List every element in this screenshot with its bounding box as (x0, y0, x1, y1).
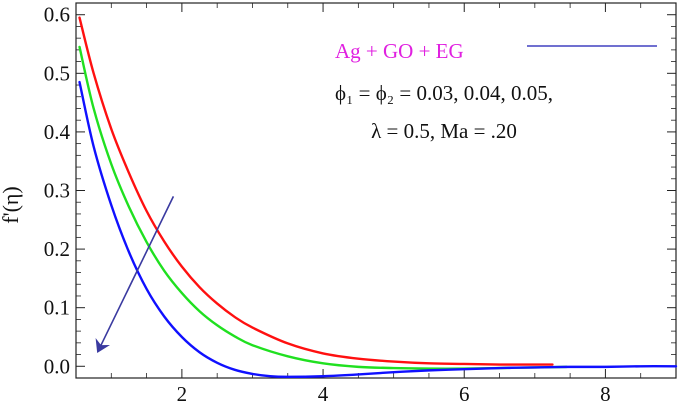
trend-arrow (95, 196, 175, 354)
y-tick-label: 0.4 (44, 120, 71, 144)
ticks-layer: 0.0 0.1 0.2 0.3 0.4 0.5 0.6 2 4 6 8 (44, 3, 676, 406)
arrow-layer (95, 196, 175, 354)
y-tick-label: 0.5 (44, 61, 70, 85)
x-tick-label: 2 (177, 382, 188, 406)
y-tick-label: 0.2 (44, 237, 70, 261)
x-tick-label: 4 (318, 382, 329, 406)
x-tick-label: 6 (459, 382, 470, 406)
annotation-line-2: λ = 0.5, Ma = .20 (371, 119, 517, 143)
series-layer (78, 16, 678, 379)
y-tick-label: 0.6 (44, 3, 70, 27)
annotation-line-1: ϕ₁ = ϕ₂ = 0.03, 0.04, 0.05, (335, 81, 553, 105)
x-tick-label: 8 (600, 382, 611, 406)
y-tick-label: 0.1 (44, 296, 70, 320)
y-tick-label: 0.0 (44, 354, 70, 378)
legend: Ag + GO + EG (335, 39, 657, 63)
legend-label: Ag + GO + EG (335, 39, 464, 63)
series-line-3 (78, 80, 678, 379)
series-line-1 (78, 16, 554, 366)
y-tick-label: 0.3 (44, 179, 70, 203)
y-axis-label: f'(η) (0, 186, 23, 223)
